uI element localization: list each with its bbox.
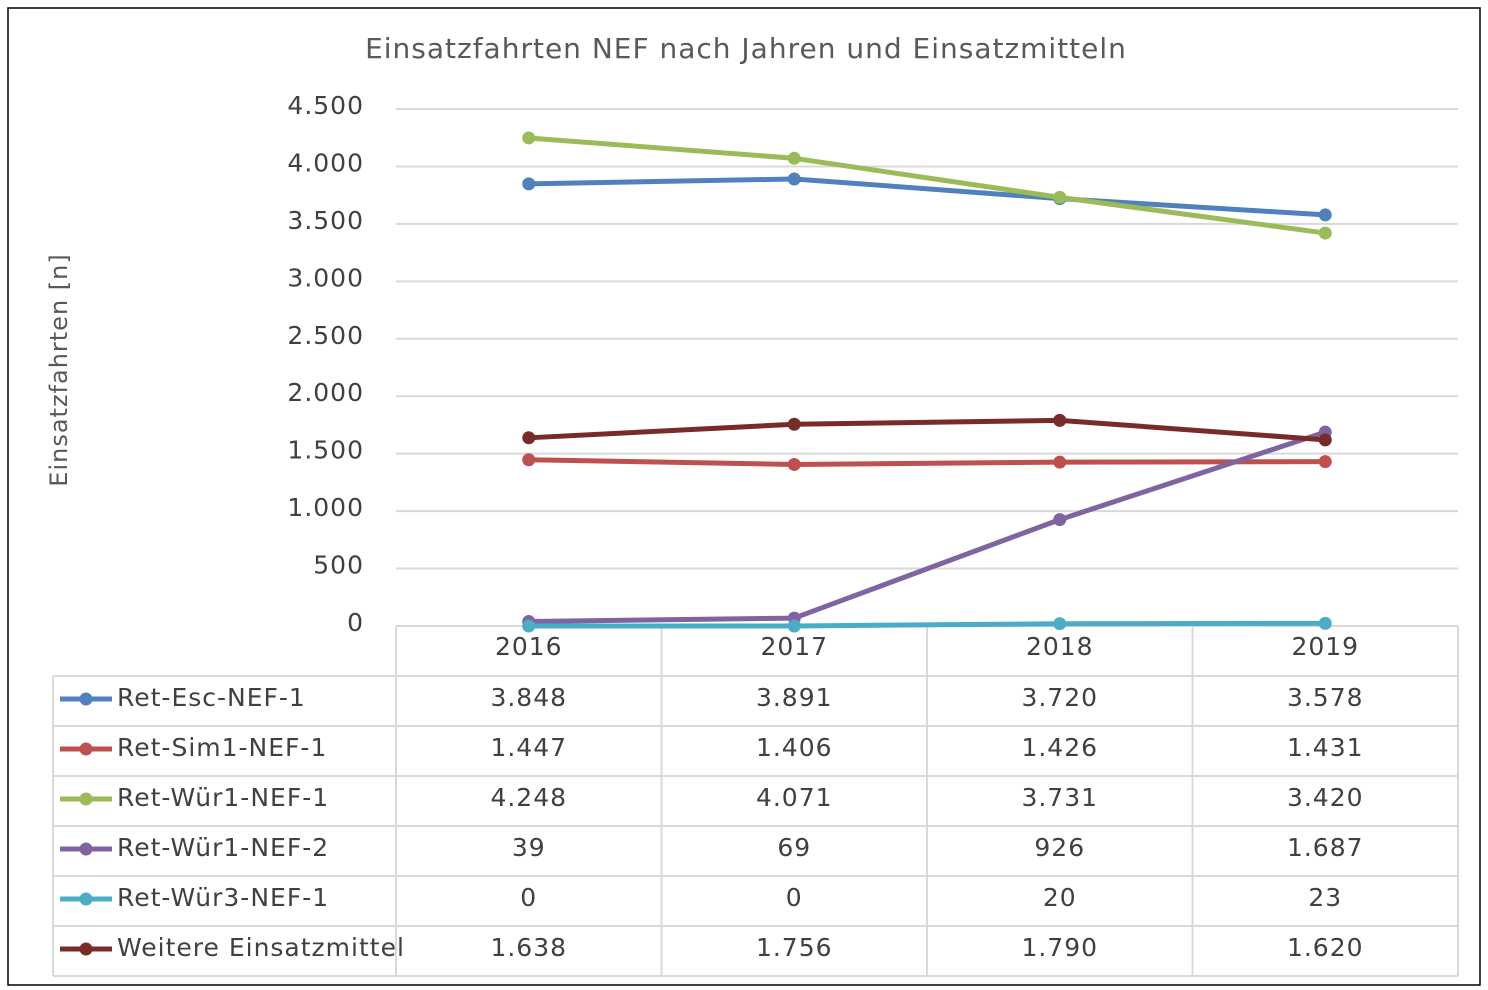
point <box>522 431 536 445</box>
series-line <box>528 135 1326 236</box>
point <box>787 417 801 431</box>
table-value: 69 <box>777 833 811 862</box>
point <box>1053 190 1067 204</box>
legend-label: Ret-Wür1-NEF-1 <box>117 783 329 812</box>
y-axis-label: Einsatzfahrten [n] <box>45 253 73 486</box>
legend-key-marker <box>79 742 93 756</box>
point <box>1318 455 1332 469</box>
point <box>522 453 536 467</box>
table-value: 3.578 <box>1287 683 1364 712</box>
x-tick-label: 2016 <box>495 632 563 661</box>
y-tick-label: 500 <box>313 551 364 580</box>
legend-label: Ret-Wür3-NEF-1 <box>117 883 329 912</box>
point <box>1318 226 1332 240</box>
y-tick-label: 4.500 <box>287 91 364 120</box>
table-value: 1.756 <box>756 933 833 962</box>
point <box>1053 513 1067 527</box>
table-value: 3.420 <box>1287 783 1364 812</box>
table-value: 3.848 <box>490 683 567 712</box>
legend-label: Ret-Esc-NEF-1 <box>117 683 306 712</box>
x-tick-label: 2017 <box>760 632 828 661</box>
table-value: 1.447 <box>490 733 567 762</box>
legend-key-marker <box>79 692 93 706</box>
y-tick-label: 3.500 <box>287 206 364 235</box>
table-value: 4.248 <box>490 783 567 812</box>
x-tick-label: 2018 <box>1026 632 1094 661</box>
point <box>1053 455 1067 469</box>
point <box>522 177 536 191</box>
chart-border <box>7 7 1481 986</box>
legend-label: Ret-Sim1-NEF-1 <box>117 733 327 762</box>
y-tick-label: 0 <box>347 608 364 637</box>
point <box>522 131 536 145</box>
point <box>1318 433 1332 447</box>
table-value: 4.071 <box>756 783 833 812</box>
table-value: 1.687 <box>1287 833 1364 862</box>
legend-key-marker <box>79 842 93 856</box>
legend-key-marker <box>79 942 93 956</box>
point <box>1053 617 1067 631</box>
chart-title: Einsatzfahrten NEF nach Jahren und Einsa… <box>365 32 1127 65</box>
point <box>787 151 801 165</box>
series-line <box>528 457 1326 467</box>
legend-key-marker <box>79 892 93 906</box>
table-value: 3.891 <box>756 683 833 712</box>
y-tick-label: 1.000 <box>287 493 364 522</box>
point <box>1318 208 1332 222</box>
legend-key-marker <box>79 792 93 806</box>
x-tick-label: 2019 <box>1291 632 1359 661</box>
y-tick-label: 4.000 <box>287 148 364 177</box>
table-value: 23 <box>1308 883 1342 912</box>
table-value: 1.790 <box>1021 933 1098 962</box>
table-value: 0 <box>520 883 537 912</box>
table-value: 1.620 <box>1287 933 1364 962</box>
series-line <box>528 429 1327 625</box>
point <box>522 619 536 633</box>
table-value: 39 <box>512 833 546 862</box>
y-tick-label: 1.500 <box>287 436 364 465</box>
table-value: 1.431 <box>1287 733 1364 762</box>
point <box>787 457 801 471</box>
point <box>1318 616 1332 630</box>
series-line <box>528 176 1326 218</box>
point <box>787 172 801 186</box>
legend-label: Weitere Einsatzmittel <box>117 933 405 962</box>
point <box>1053 413 1067 427</box>
table-value: 926 <box>1034 833 1085 862</box>
y-tick-label: 3.000 <box>287 263 364 292</box>
point <box>787 619 801 633</box>
y-tick-label: 2.000 <box>287 378 364 407</box>
series-line <box>528 620 1326 629</box>
table-value: 1.426 <box>1021 733 1098 762</box>
table-value: 0 <box>786 883 803 912</box>
table-value: 3.720 <box>1021 683 1098 712</box>
table-value: 3.731 <box>1021 783 1098 812</box>
y-tick-label: 2.500 <box>287 321 364 350</box>
table-value: 1.406 <box>756 733 833 762</box>
series-line <box>528 417 1326 443</box>
legend-label: Ret-Wür1-NEF-2 <box>117 833 329 862</box>
table-value: 20 <box>1043 883 1077 912</box>
table-value: 1.638 <box>490 933 567 962</box>
